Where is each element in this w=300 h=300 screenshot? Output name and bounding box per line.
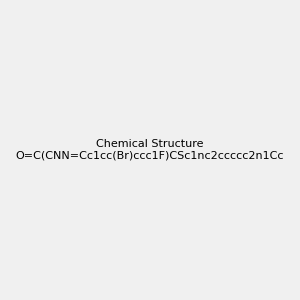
Text: Chemical Structure
O=C(CNN=Cc1cc(Br)ccc1F)CSc1nc2ccccc2n1Cc: Chemical Structure O=C(CNN=Cc1cc(Br)ccc1… [16, 139, 284, 161]
